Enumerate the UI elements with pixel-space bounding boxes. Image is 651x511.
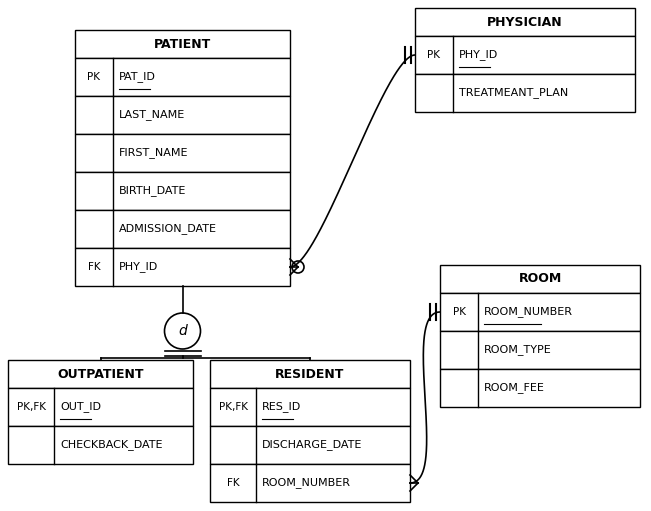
Text: PK: PK xyxy=(428,50,441,60)
Bar xyxy=(75,172,290,210)
Text: OUT_ID: OUT_ID xyxy=(60,402,101,412)
Text: d: d xyxy=(178,324,187,338)
Text: ROOM_TYPE: ROOM_TYPE xyxy=(484,344,552,356)
Text: ROOM_NUMBER: ROOM_NUMBER xyxy=(484,307,573,317)
Text: FIRST_NAME: FIRST_NAME xyxy=(119,148,189,158)
Text: PK,FK: PK,FK xyxy=(16,402,46,412)
Bar xyxy=(415,74,635,112)
Bar xyxy=(8,426,193,464)
Text: FK: FK xyxy=(227,478,240,488)
Bar xyxy=(8,360,193,388)
Bar xyxy=(440,331,640,369)
Text: PK,FK: PK,FK xyxy=(219,402,247,412)
Text: RESIDENT: RESIDENT xyxy=(275,367,344,381)
Text: PAT_ID: PAT_ID xyxy=(119,72,156,82)
Bar xyxy=(210,360,410,388)
Bar xyxy=(75,210,290,248)
Bar xyxy=(210,388,410,426)
Bar xyxy=(415,8,635,36)
Text: ROOM: ROOM xyxy=(518,272,562,286)
Text: BIRTH_DATE: BIRTH_DATE xyxy=(119,185,186,196)
Text: PHY_ID: PHY_ID xyxy=(119,262,158,272)
Text: ADMISSION_DATE: ADMISSION_DATE xyxy=(119,223,217,235)
Text: PHY_ID: PHY_ID xyxy=(459,50,498,60)
Bar xyxy=(75,96,290,134)
Bar xyxy=(440,265,640,293)
Bar xyxy=(440,369,640,407)
Text: PATIENT: PATIENT xyxy=(154,37,211,51)
Bar xyxy=(415,36,635,74)
Text: OUTPATIENT: OUTPATIENT xyxy=(57,367,144,381)
Text: ROOM_FEE: ROOM_FEE xyxy=(484,383,545,393)
Bar xyxy=(440,293,640,331)
Text: LAST_NAME: LAST_NAME xyxy=(119,109,186,121)
Text: ROOM_NUMBER: ROOM_NUMBER xyxy=(262,478,351,489)
Bar xyxy=(210,426,410,464)
Text: PK: PK xyxy=(452,307,465,317)
Text: FK: FK xyxy=(88,262,100,272)
Text: PHYSICIAN: PHYSICIAN xyxy=(487,15,563,29)
Bar xyxy=(75,248,290,286)
Bar xyxy=(75,58,290,96)
Bar xyxy=(75,134,290,172)
Text: TREATMEANT_PLAN: TREATMEANT_PLAN xyxy=(459,87,568,99)
Bar xyxy=(75,30,290,58)
Text: CHECKBACK_DATE: CHECKBACK_DATE xyxy=(60,439,163,451)
Text: RES_ID: RES_ID xyxy=(262,402,301,412)
Bar xyxy=(8,388,193,426)
Text: PK: PK xyxy=(87,72,100,82)
Text: DISCHARGE_DATE: DISCHARGE_DATE xyxy=(262,439,363,451)
Bar xyxy=(210,464,410,502)
